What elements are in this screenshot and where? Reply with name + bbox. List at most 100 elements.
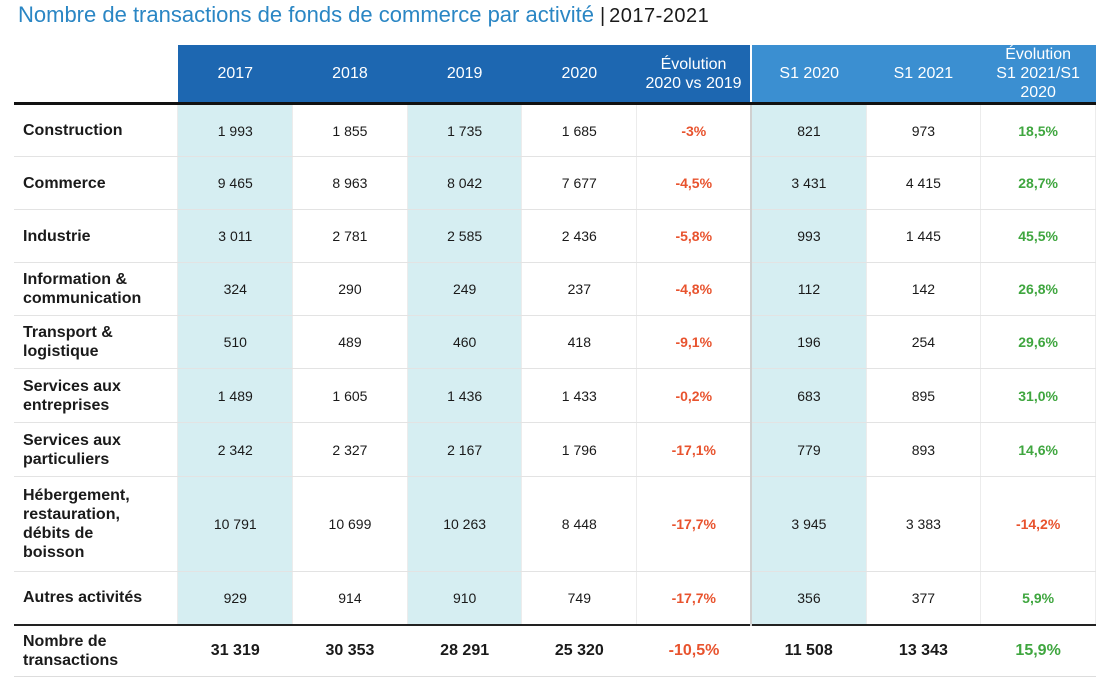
value-cell: 893: [866, 422, 982, 477]
value-cell: 8 448: [521, 476, 638, 572]
table-row: Construction 1 993 1 855 1 735 1 685 -3% 821 97…: [14, 103, 1096, 157]
total-value: 28 291: [407, 623, 522, 677]
column-header: S1 2021: [866, 45, 981, 104]
evolution-cell: 29,6%: [980, 315, 1096, 369]
evolution-cell: -5,8%: [636, 209, 752, 263]
evolution-cell: 26,8%: [980, 262, 1096, 316]
evolution-cell: 28,7%: [980, 156, 1096, 210]
value-cell: 290: [292, 262, 408, 316]
value-cell: 749: [521, 571, 638, 625]
column-header: Évolution 2020 vs 2019: [636, 45, 752, 104]
row-label: Information & communication: [14, 262, 179, 316]
evolution-cell: 14,6%: [980, 422, 1096, 477]
value-cell: 142: [866, 262, 982, 316]
row-label: Services aux entreprises: [14, 368, 179, 423]
value-cell: 1 436: [407, 368, 523, 423]
column-header: S1 2020: [750, 45, 867, 104]
value-cell: 2 781: [292, 209, 408, 263]
row-label: Commerce: [14, 156, 179, 210]
evolution-cell: -4,5%: [636, 156, 752, 210]
table-row: Services aux entreprises 1 489 1 605 1 436 1 …: [14, 368, 1096, 423]
evolution-cell: -4,8%: [636, 262, 752, 316]
value-cell: 914: [292, 571, 408, 625]
value-cell: 249: [407, 262, 523, 316]
value-cell: 112: [750, 262, 867, 316]
value-cell: 2 327: [292, 422, 408, 477]
evolution-cell: -9,1%: [636, 315, 752, 369]
total-label: Nombre de transactions: [14, 623, 178, 677]
value-cell: 1 433: [521, 368, 638, 423]
value-cell: 10 791: [177, 476, 294, 572]
value-cell: 3 945: [750, 476, 867, 572]
row-label: Construction: [14, 103, 179, 157]
total-row: Nombre de transactions 31 319 30 353 28 291 2…: [14, 623, 1096, 677]
value-cell: 7 677: [521, 156, 638, 210]
value-cell: 324: [177, 262, 294, 316]
table-body: Construction 1 993 1 855 1 735 1 685 -3% 821 97…: [14, 103, 1096, 625]
value-cell: 1 735: [407, 103, 523, 157]
evolution-cell: -0,2%: [636, 368, 752, 423]
column-header: 2017: [177, 45, 293, 104]
chart-title: Nombre de transactions de fonds de comme…: [18, 0, 709, 34]
total-value: 11 508: [751, 623, 867, 677]
row-label: Hébergement, restauration, débits de boisso…: [14, 476, 179, 572]
value-cell: 2 436: [521, 209, 638, 263]
total-value: 31 319: [177, 623, 293, 677]
table-row: Transport & logistique 510 489 460 418 -9,1% 19…: [14, 315, 1096, 369]
transactions-table: 2017 2018 2019 2020 Évolution 2020 vs 2019 S1 …: [14, 45, 1096, 677]
value-cell: 973: [866, 103, 982, 157]
header-blank-cell: [14, 45, 178, 104]
value-cell: 489: [292, 315, 408, 369]
title-years: 2017-2021: [609, 5, 710, 27]
evolution-cell: 45,5%: [980, 209, 1096, 263]
total-value: 13 343: [866, 623, 981, 677]
value-cell: 10 263: [407, 476, 523, 572]
value-cell: 1 605: [292, 368, 408, 423]
value-cell: 1 445: [866, 209, 982, 263]
table-row: Information & communication 324 290 249 237 -4…: [14, 262, 1096, 316]
title-main: Nombre de transactions de fonds de comme…: [18, 2, 594, 27]
value-cell: 9 465: [177, 156, 294, 210]
total-value: -10,5%: [636, 623, 752, 677]
value-cell: 1 855: [292, 103, 408, 157]
column-header: 2019: [407, 45, 522, 104]
value-cell: 460: [407, 315, 523, 369]
value-cell: 3 431: [750, 156, 867, 210]
table-row: Services aux particuliers 2 342 2 327 2 167 1…: [14, 422, 1096, 477]
value-cell: 895: [866, 368, 982, 423]
value-cell: 2 167: [407, 422, 523, 477]
value-cell: 8 963: [292, 156, 408, 210]
value-cell: 418: [521, 315, 638, 369]
value-cell: 779: [750, 422, 867, 477]
evolution-cell: -17,1%: [636, 422, 752, 477]
value-cell: 237: [521, 262, 638, 316]
row-label: Transport & logistique: [14, 315, 179, 369]
value-cell: 10 699: [292, 476, 408, 572]
value-cell: 4 415: [866, 156, 982, 210]
row-label: Services aux particuliers: [14, 422, 179, 477]
value-cell: 1 489: [177, 368, 294, 423]
header-row: 2017 2018 2019 2020 Évolution 2020 vs 2019 S1 …: [14, 45, 1096, 104]
row-label: Industrie: [14, 209, 179, 263]
value-cell: 993: [750, 209, 867, 263]
evolution-cell: 31,0%: [980, 368, 1096, 423]
value-cell: 821: [750, 103, 867, 157]
table-row: Industrie 3 011 2 781 2 585 2 436 -5,8% 993 1 4…: [14, 209, 1096, 263]
value-cell: 929: [177, 571, 294, 625]
value-cell: 683: [750, 368, 867, 423]
value-cell: 2 585: [407, 209, 523, 263]
evolution-cell: -14,2%: [980, 476, 1096, 572]
row-label: Autres activités: [14, 571, 179, 625]
evolution-cell: 18,5%: [980, 103, 1096, 157]
evolution-cell: -3%: [636, 103, 752, 157]
value-cell: 1 685: [521, 103, 638, 157]
title-separator: |: [599, 5, 606, 27]
value-cell: 3 011: [177, 209, 294, 263]
total-value: 15,9%: [980, 623, 1096, 677]
total-value: 25 320: [521, 623, 637, 677]
table-row: Autres activités 929 914 910 749 -17,7% 356 377…: [14, 571, 1096, 625]
value-cell: 196: [750, 315, 867, 369]
evolution-cell: 5,9%: [980, 571, 1096, 625]
column-header: Évolution S1 2021/S1 2020: [980, 45, 1096, 104]
column-header: 2020: [521, 45, 637, 104]
